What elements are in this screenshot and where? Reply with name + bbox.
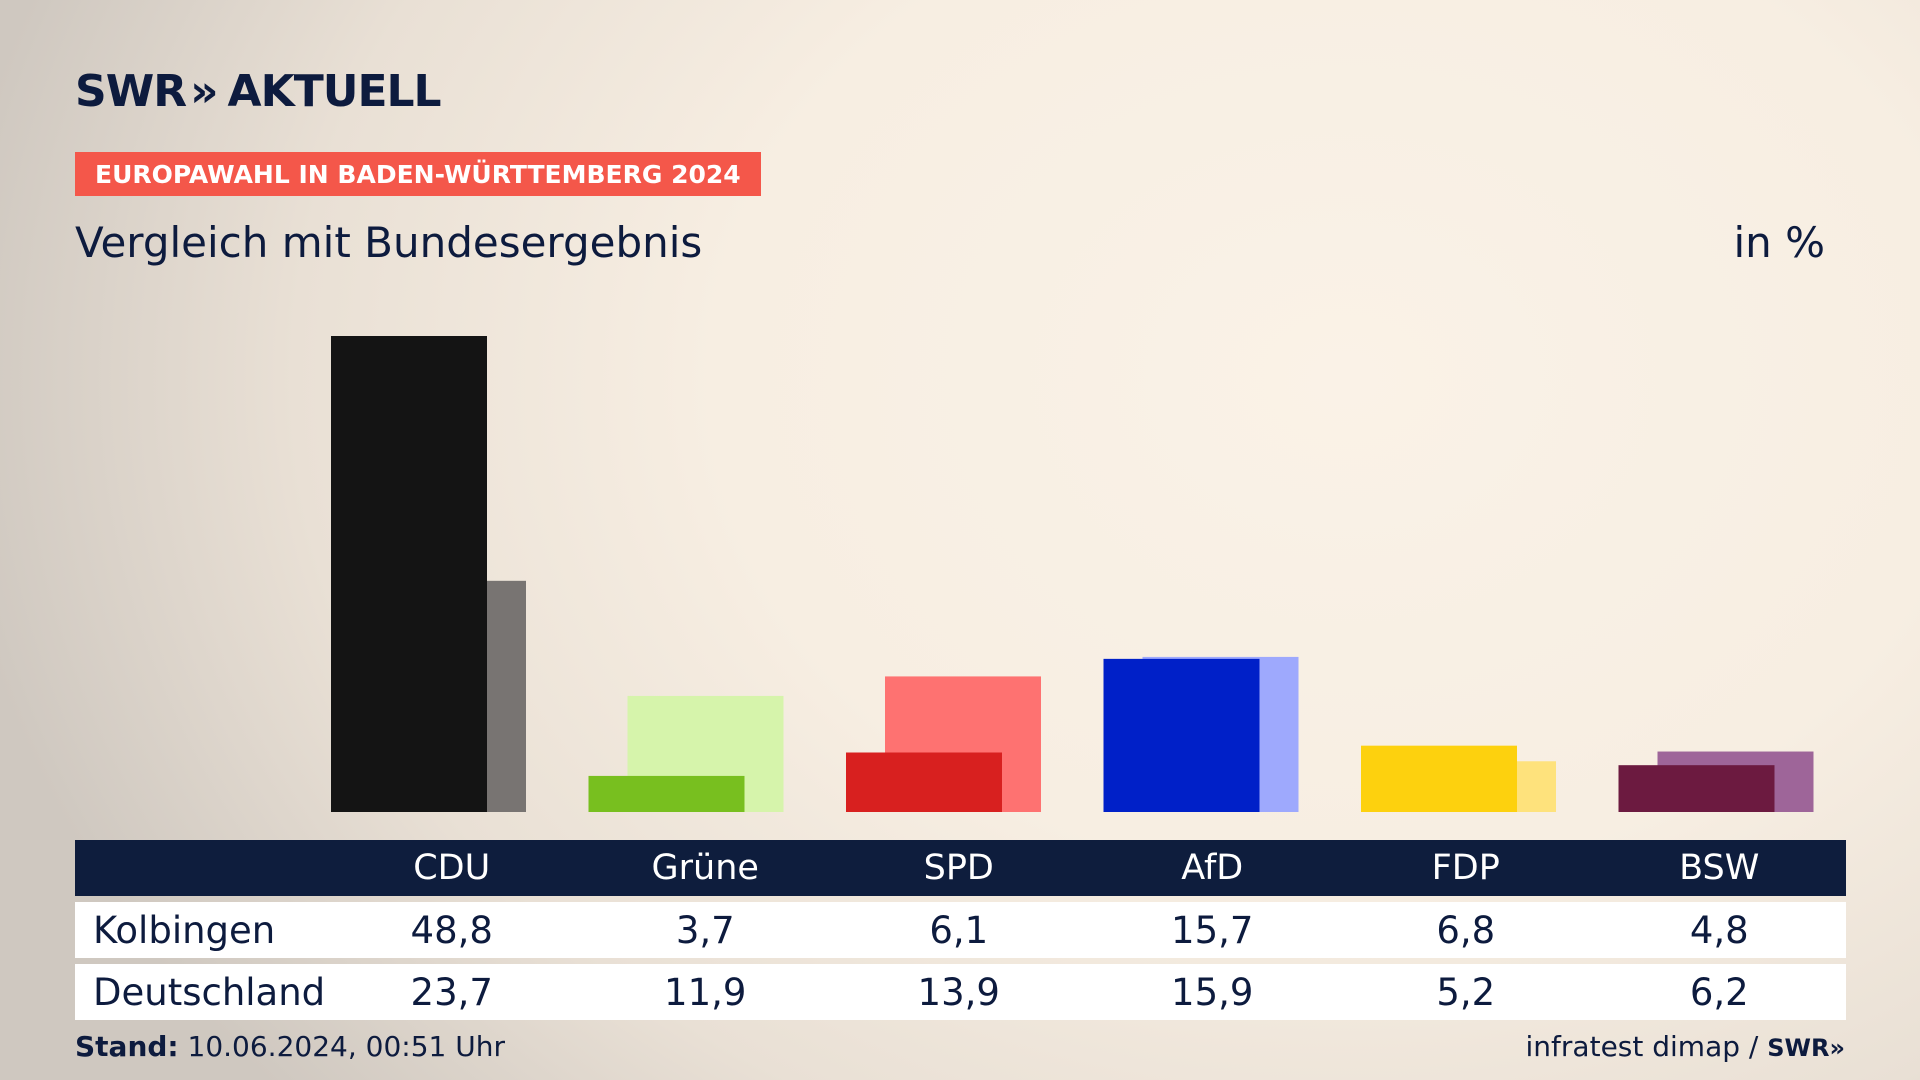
bar-chart bbox=[331, 336, 1814, 812]
table-cell: 6,2 bbox=[1592, 964, 1846, 1020]
table-cell: 13,9 bbox=[832, 964, 1086, 1020]
swr-aktuell-logo: SWR » AKTUELL bbox=[75, 65, 442, 117]
bar-kolbingen-afd bbox=[1103, 658, 1260, 812]
stand-value: 10.06.2024, 00:51 Uhr bbox=[178, 1030, 505, 1063]
source-footer: infratest dimap / SWR» bbox=[1526, 1030, 1845, 1063]
table-cell: 6,8 bbox=[1339, 902, 1593, 958]
stand-label: Stand: bbox=[75, 1030, 179, 1063]
bar-kolbingen-fdp bbox=[1361, 745, 1517, 812]
table-cell: 15,7 bbox=[1085, 902, 1339, 958]
table-cell: 48,8 bbox=[325, 902, 579, 958]
table-cell: 5,2 bbox=[1339, 964, 1593, 1020]
logo-swr-text: SWR bbox=[75, 65, 187, 117]
table-cell: 3,7 bbox=[578, 902, 832, 958]
election-kicker-badge: EUROPAWAHL IN BADEN-WÜRTTEMBERG 2024 bbox=[75, 152, 761, 196]
table-header-party: AfD bbox=[1085, 840, 1339, 896]
table-row: Deutschland 23,7 11,9 13,9 15,9 5,2 6,2 bbox=[75, 964, 1846, 1020]
table-header-party: Grüne bbox=[578, 840, 832, 896]
table-header-party: SPD bbox=[832, 840, 1086, 896]
table-header-party: BSW bbox=[1592, 840, 1846, 896]
table-header-row: CDU Grüne SPD AfD FDP BSW bbox=[75, 840, 1846, 896]
swr-brand-icon: SWR» bbox=[1767, 1034, 1845, 1062]
bar-kolbingen-cdu bbox=[331, 336, 487, 812]
unit-label: in % bbox=[1733, 218, 1825, 267]
table-header-party: CDU bbox=[325, 840, 579, 896]
table-header-party: FDP bbox=[1339, 840, 1593, 896]
results-table: CDU Grüne SPD AfD FDP BSW Kolbingen 48,8… bbox=[75, 834, 1846, 1026]
table-header-empty bbox=[75, 840, 325, 896]
table-cell: 23,7 bbox=[325, 964, 579, 1020]
table-row: Kolbingen 48,8 3,7 6,1 15,7 6,8 4,8 bbox=[75, 902, 1846, 958]
table-cell: 15,9 bbox=[1085, 964, 1339, 1020]
table-cell: 4,8 bbox=[1592, 902, 1846, 958]
row-label-deutschland: Deutschland bbox=[75, 964, 325, 1020]
bar-kolbingen-bsw bbox=[1618, 765, 1775, 812]
timestamp-footer: Stand: 10.06.2024, 00:51 Uhr bbox=[75, 1030, 505, 1063]
source-text: infratest dimap / bbox=[1525, 1030, 1768, 1063]
chart-subtitle: Vergleich mit Bundesergebnis bbox=[75, 218, 703, 267]
row-label-kolbingen: Kolbingen bbox=[75, 902, 325, 958]
bar-kolbingen-spd bbox=[846, 752, 1002, 812]
bar-kolbingen-grüne bbox=[588, 775, 745, 812]
table-cell: 6,1 bbox=[832, 902, 1086, 958]
logo-chevrons-icon: » bbox=[190, 65, 218, 117]
table-cell: 11,9 bbox=[578, 964, 832, 1020]
logo-aktuell-text: AKTUELL bbox=[227, 65, 442, 117]
